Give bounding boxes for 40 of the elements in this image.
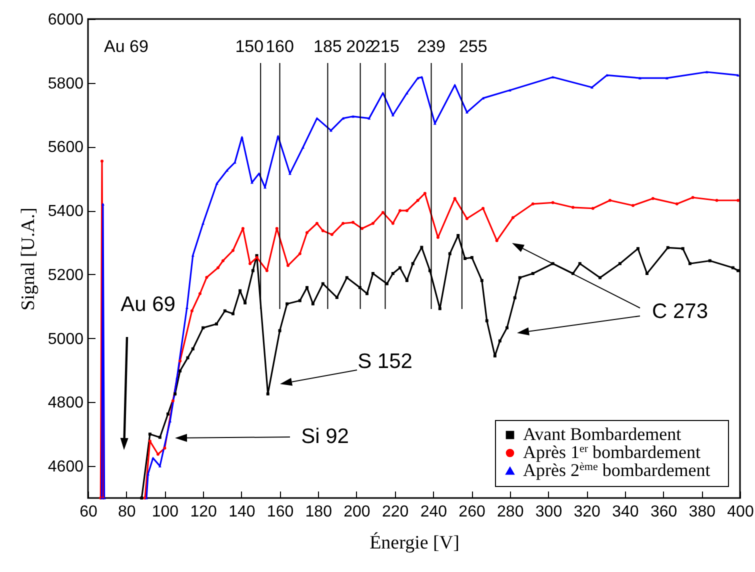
x-tick-label: 220 [382,504,409,520]
y-tick-label: 4800 [48,394,84,412]
x-tick-label: 100 [152,504,179,520]
legend-label: Avant Bombardement [523,424,682,444]
x-axis-title: Énergie [V] [370,532,460,554]
x-tick-label: 280 [497,504,524,520]
x-tick-label: 200 [344,504,370,520]
y-tick-label: 5800 [48,75,84,92]
annotation: Si 92 [301,425,349,448]
x-tick-label: 300 [535,504,562,520]
ref-line-label: 160 [266,37,294,56]
annotation: S 152 [358,350,412,373]
x-tick-label: 140 [228,504,256,520]
ref-line-label: 239 [417,37,446,56]
x-tick-label: 120 [190,504,218,520]
y-tick-label: 5000 [48,330,84,348]
y-tick-label: 5600 [48,139,84,156]
x-tick-label: 340 [612,504,639,520]
annotation: Au 69 [104,37,148,56]
ref-line-label: 185 [314,37,342,56]
x-tick-label: 160 [266,504,294,520]
y-tick-label: 4600 [48,458,84,476]
x-tick-label: 60 [80,504,98,520]
y-axis-title: Signal [U.A.] [18,208,39,310]
x-tick-label: 380 [688,504,716,520]
x-tick-label: 260 [458,504,486,520]
y-tick-label: 5200 [48,266,84,284]
y-tick-label: 6000 [48,12,84,28]
ref-line-label: 150 [235,37,264,56]
x-tick-label: 240 [420,504,448,520]
annotation: C 273 [652,300,708,323]
legend-label: Après 1$^{er}$ bombardement [523,442,701,462]
x-tick-label: 180 [305,504,332,520]
x-tick-label: 360 [650,504,678,520]
x-tick-label: 320 [574,504,601,520]
x-tick-label: 80 [118,504,136,520]
annotation: Au 69 [120,293,176,316]
x-tick-label: 400 [727,504,754,520]
ref-line-label: 255 [458,37,488,56]
y-tick-label: 5400 [48,203,84,220]
